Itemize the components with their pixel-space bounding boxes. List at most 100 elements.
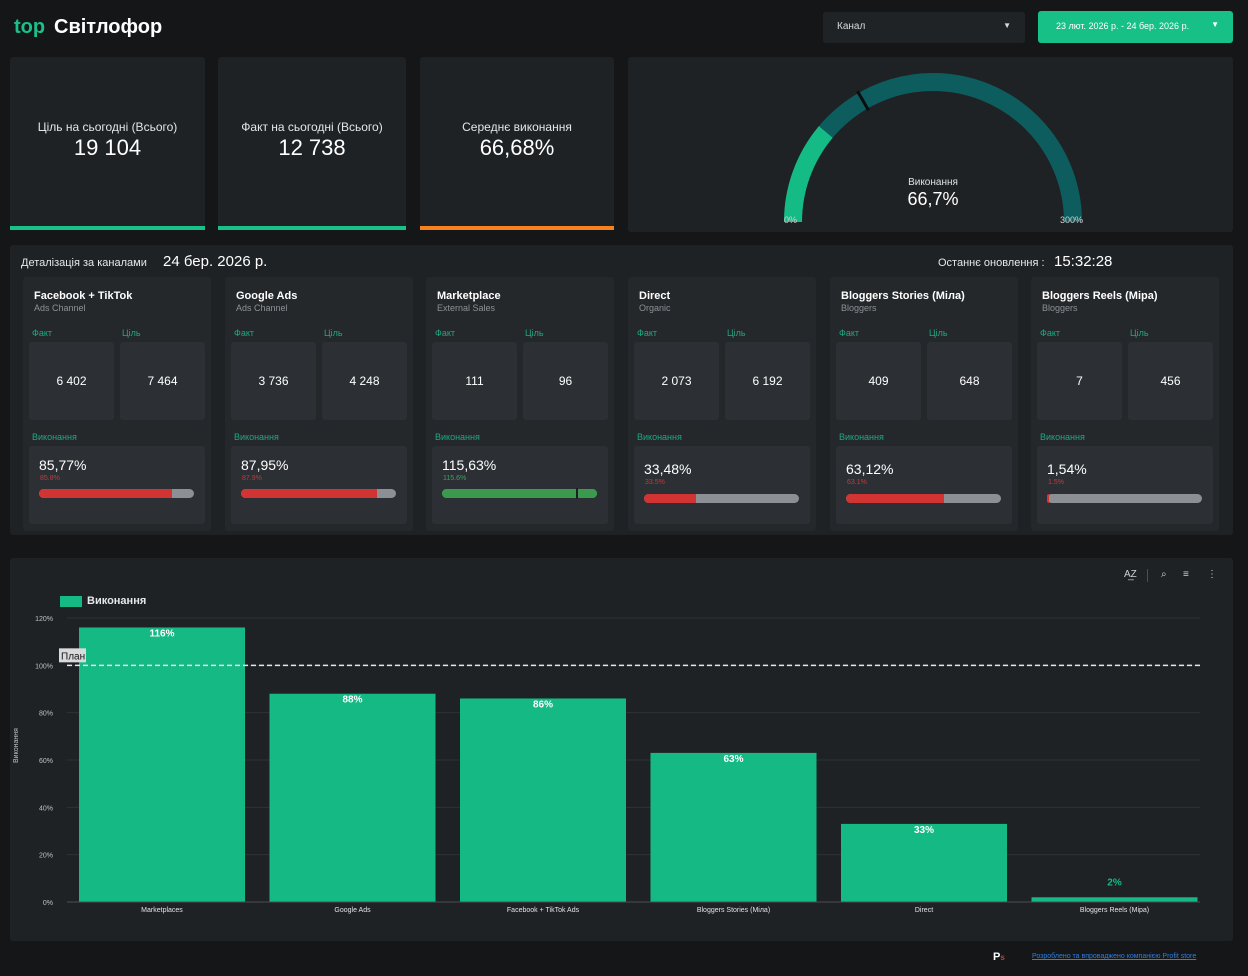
execution-small-percent: 33.5% bbox=[645, 479, 665, 486]
kpi-label: Факт на сьогодні (Всього) bbox=[241, 120, 383, 134]
gauge-target-marker bbox=[856, 90, 870, 112]
channel-name: Facebook + TikTok bbox=[34, 290, 133, 302]
progress-track bbox=[644, 494, 799, 503]
gauge-min-label: 0% bbox=[784, 215, 798, 225]
y-tick-label: 20% bbox=[39, 853, 53, 860]
gauge-chart bbox=[784, 73, 1082, 223]
x-tick-label: Google Ads bbox=[334, 907, 371, 914]
data-label: 63% bbox=[723, 754, 743, 765]
execution-chart-panel: 0% 20% 40% 60% 80% 100% 120% 116% Marketplaces 88… bbox=[10, 558, 1233, 941]
last-updated-label: Останнє оновлення : bbox=[938, 257, 1045, 269]
x-tick-label: Bloggers Reels (Міра) bbox=[1080, 906, 1149, 914]
kpi-target-card: Ціль на сьогодні (Всього) 19 104 bbox=[10, 57, 205, 230]
kpi-label: Середнє виконання bbox=[462, 120, 572, 134]
y-tick-label: 0% bbox=[43, 900, 53, 907]
kpi-label: Ціль на сьогодні (Всього) bbox=[37, 120, 178, 134]
progress-fill bbox=[39, 489, 172, 498]
channel-card: Direct Organic Факт Ціль 2 073 6 192 Виконання… bbox=[628, 277, 816, 531]
legend-label: Виконання bbox=[87, 595, 147, 607]
bar bbox=[269, 693, 436, 902]
progress-target-tick bbox=[576, 488, 579, 499]
channel-name: Direct bbox=[639, 290, 671, 302]
fact-value: 2 073 bbox=[634, 342, 719, 420]
progress-fill bbox=[846, 494, 944, 503]
more-vert-icon[interactable]: ⋮ bbox=[1207, 569, 1217, 580]
channel-card: Facebook + TikTok Ads Channel Факт Ціль 6 40… bbox=[23, 277, 211, 531]
header: top Світлофор Канал ▼ 23 лют. 2026 р. - … bbox=[0, 0, 1248, 56]
kpi-value: 19 104 bbox=[73, 135, 142, 160]
execution-box: 87,95% 87.9% bbox=[231, 446, 407, 524]
credit-link[interactable]: Розроблено та впроваджено компанією Prof… bbox=[1032, 953, 1197, 960]
target-label: Ціль bbox=[929, 328, 948, 338]
channel-card: Marketplace External Sales Факт Ціль 111 96 Ви… bbox=[426, 277, 614, 531]
gauge-fill bbox=[784, 126, 833, 223]
target-value: 456 bbox=[1128, 342, 1213, 420]
data-label: 33% bbox=[914, 825, 934, 836]
progress-track bbox=[1047, 494, 1202, 503]
y-tick-label: 40% bbox=[39, 805, 53, 812]
fact-label: Факт bbox=[234, 328, 255, 338]
progress-track bbox=[846, 494, 1001, 503]
channel-detail-panel: Деталізація за каналами 24 бер. 2026 р. … bbox=[10, 245, 1233, 535]
last-updated-time: 15:32:28 bbox=[1054, 253, 1113, 270]
execution-label: Виконання bbox=[839, 432, 884, 442]
y-tick-label: 120% bbox=[35, 616, 53, 623]
execution-percent: 33,48% bbox=[644, 461, 692, 477]
fact-value: 111 bbox=[432, 342, 517, 420]
progress-fill bbox=[442, 489, 597, 498]
progress-track bbox=[39, 489, 194, 498]
fact-label: Факт bbox=[839, 328, 860, 338]
target-label: Ціль bbox=[1130, 328, 1149, 338]
progress-fill bbox=[644, 494, 696, 503]
brand-logo: top bbox=[14, 16, 46, 38]
x-tick-label: Direct bbox=[915, 907, 933, 914]
channel-dropdown[interactable]: Канал ▼ bbox=[823, 12, 1025, 43]
caret-down-icon: ▼ bbox=[1003, 21, 1011, 30]
execution-percent: 63,12% bbox=[846, 461, 894, 477]
fact-label: Факт bbox=[435, 328, 456, 338]
y-tick-label: 60% bbox=[39, 758, 53, 765]
bar bbox=[841, 823, 1007, 902]
zoom-icon[interactable]: ⌕ bbox=[1161, 569, 1167, 580]
sort-az-icon[interactable]: A͢Z bbox=[1124, 569, 1137, 580]
execution-label: Виконання bbox=[234, 432, 279, 442]
progress-track bbox=[442, 488, 597, 499]
detail-title: Деталізація за каналами bbox=[21, 257, 147, 269]
channel-card: Bloggers Stories (Міла) Bloggers Факт Ціль 4… bbox=[830, 277, 1018, 531]
target-value: 648 bbox=[927, 342, 1012, 420]
channel-name: Bloggers Reels (Міра) bbox=[1042, 290, 1158, 302]
execution-small-percent: 1.5% bbox=[1048, 479, 1064, 486]
kpi-value: 66,68% bbox=[479, 135, 555, 160]
gauge-max-label: 300% bbox=[1060, 215, 1084, 225]
execution-label: Виконання bbox=[435, 432, 480, 442]
execution-small-percent: 115.6% bbox=[443, 475, 467, 482]
execution-percent: 87,95% bbox=[241, 457, 289, 473]
date-range-label: 23 лют. 2026 р. - 24 бер. 2026 р. bbox=[1056, 21, 1190, 31]
channel-subtitle: Ads Channel bbox=[34, 303, 86, 313]
y-tick-label: 100% bbox=[35, 663, 53, 670]
gauge-value: 66,7% bbox=[907, 189, 959, 209]
channel-card: Bloggers Reels (Міра) Bloggers Факт Ціль 7 45… bbox=[1031, 277, 1219, 531]
kpi-fact-card: Факт на сьогодні (Всього) 12 738 bbox=[218, 57, 406, 230]
legend-swatch bbox=[60, 596, 82, 607]
plan-label: План bbox=[61, 651, 85, 662]
bar bbox=[1031, 897, 1198, 902]
target-value: 6 192 bbox=[725, 342, 810, 420]
channel-subtitle: External Sales bbox=[437, 303, 496, 313]
filter-icon[interactable]: ≡ bbox=[1183, 569, 1189, 580]
gauge-panel: Виконання 66,7% 0% 300% bbox=[628, 57, 1233, 232]
fact-label: Факт bbox=[1040, 328, 1061, 338]
execution-box: 1,54% 1.5% bbox=[1037, 446, 1213, 524]
execution-label: Виконання bbox=[637, 432, 682, 442]
channel-name: Marketplace bbox=[437, 290, 501, 302]
x-tick-label: Marketplaces bbox=[141, 907, 183, 914]
channel-subtitle: Ads Channel bbox=[236, 303, 288, 313]
execution-box: 85,77% 85.8% bbox=[29, 446, 205, 524]
execution-box: 33,48% 33.5% bbox=[634, 446, 810, 524]
date-range-dropdown[interactable]: 23 лют. 2026 р. - 24 бер. 2026 р. ▼ bbox=[1038, 11, 1233, 43]
y-tick-label: 80% bbox=[39, 711, 53, 718]
channel-name: Google Ads bbox=[236, 290, 298, 302]
fact-label: Факт bbox=[32, 328, 53, 338]
kpi-value: 12 738 bbox=[278, 135, 346, 160]
channel-subtitle: Bloggers bbox=[841, 303, 877, 313]
